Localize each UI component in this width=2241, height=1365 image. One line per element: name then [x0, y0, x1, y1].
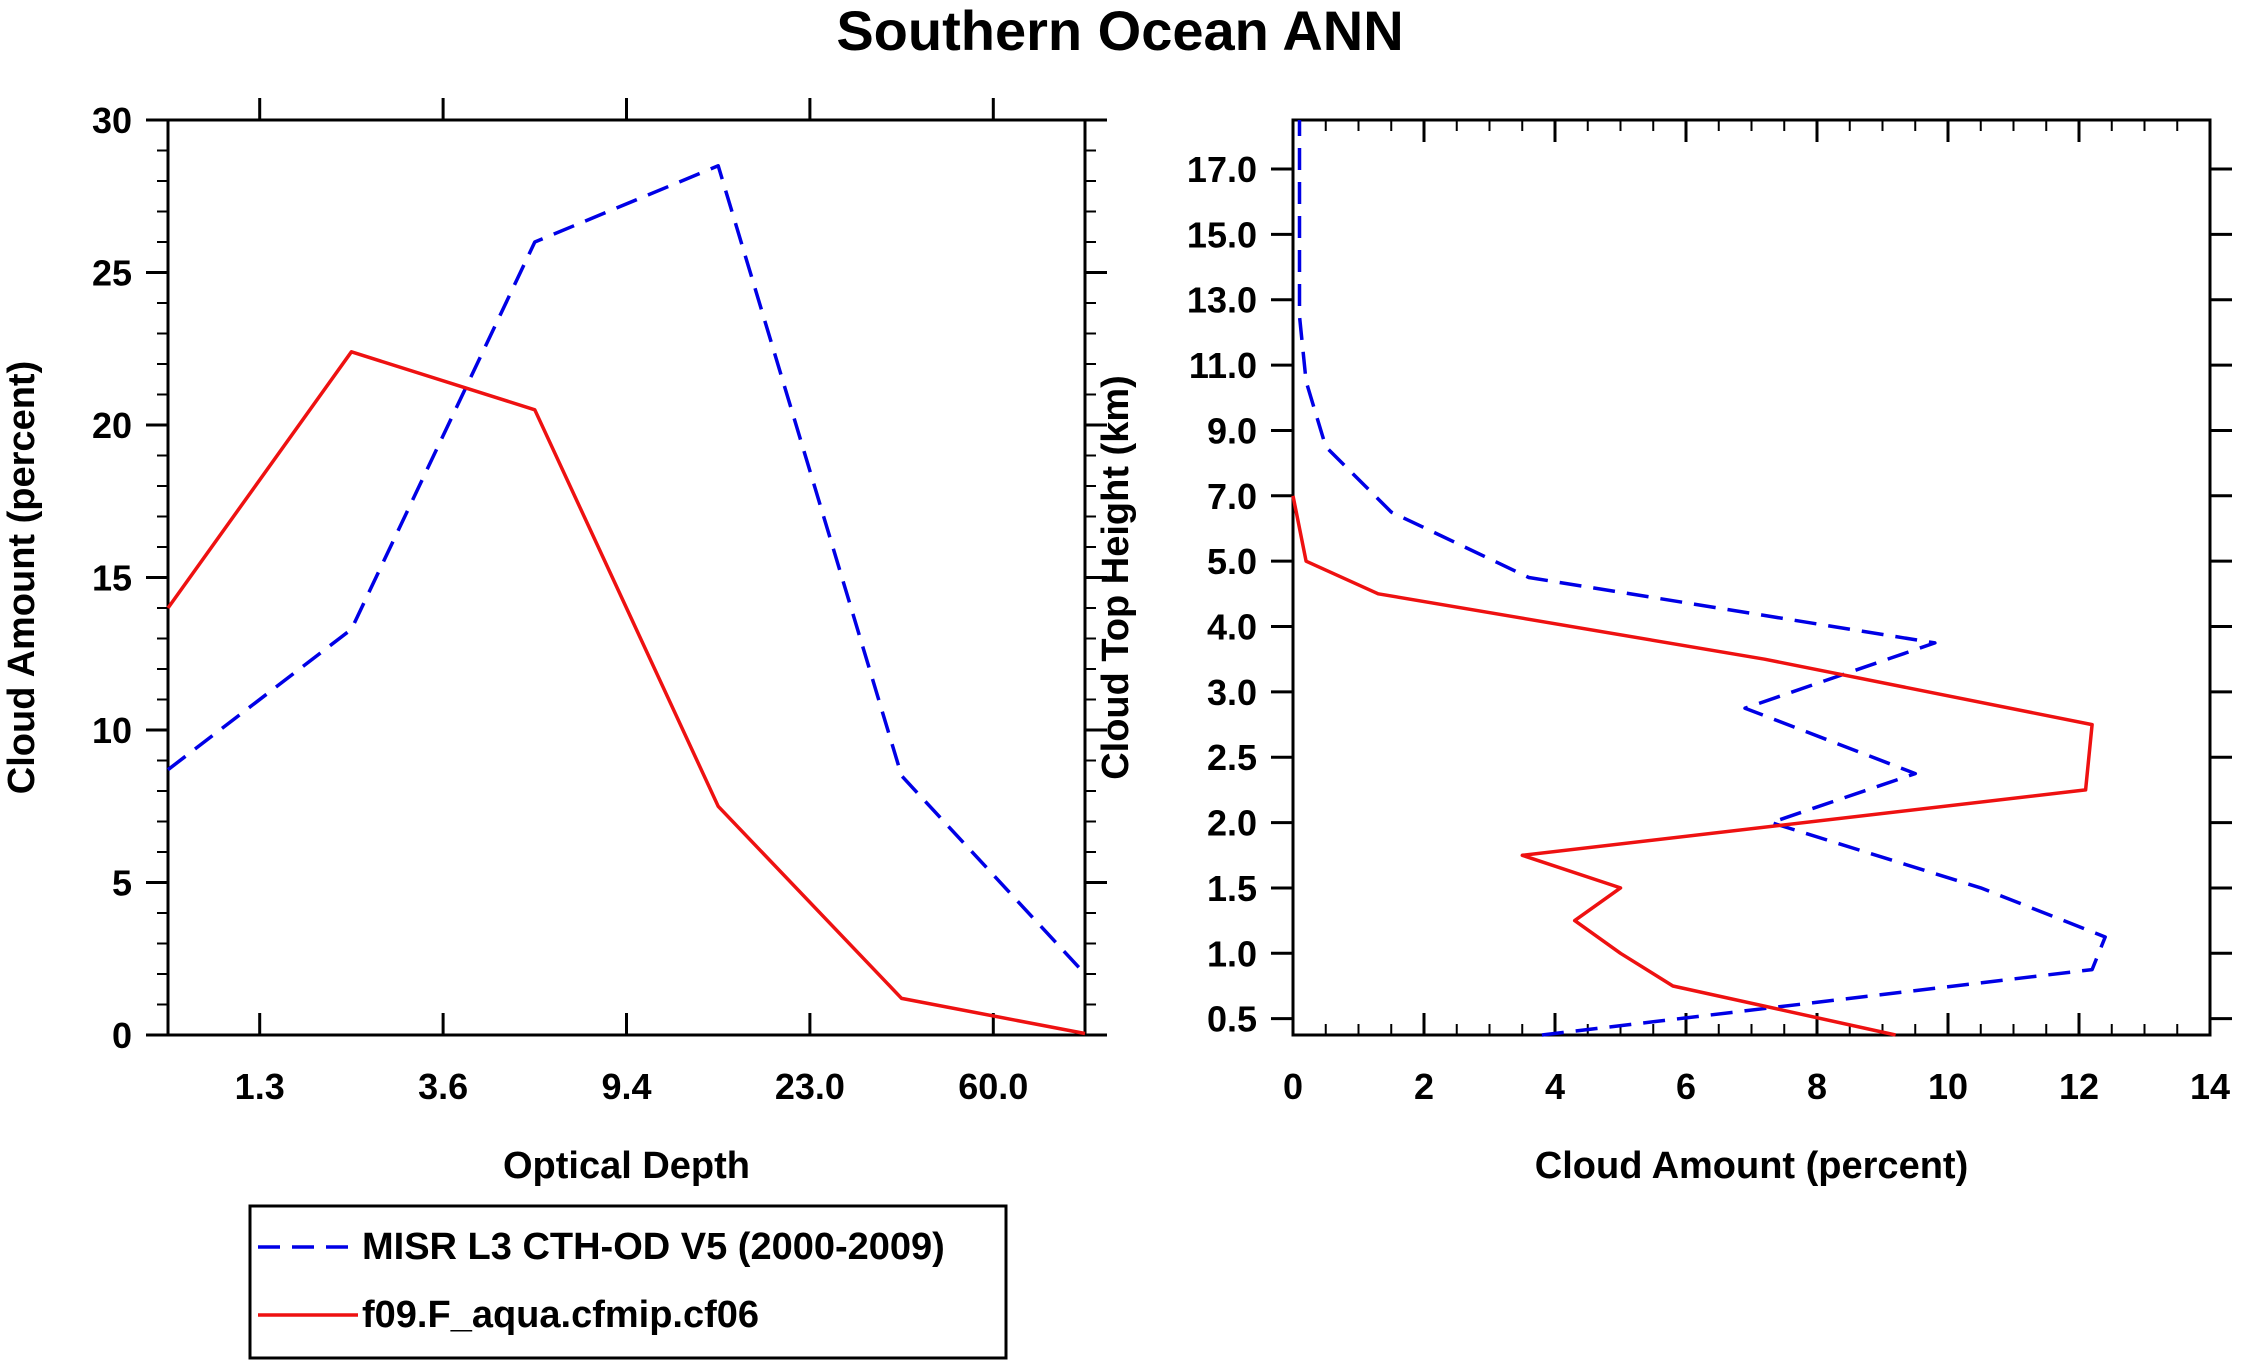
right-x-tick-label: 4: [1545, 1066, 1565, 1107]
left-plot: 1.3 3.6 9.4 23.0 60.0 0 5 10 15 20 25 30 Optical Dep…: [1, 98, 1107, 1187]
left-x-tick-label: 60.0: [958, 1066, 1028, 1107]
right-y-tick-label: 4.0: [1207, 607, 1257, 648]
right-y-tick-label: 3.0: [1207, 672, 1257, 713]
right-y-tick-label: 17.0: [1187, 149, 1257, 190]
right-y-tick-label: 5.0: [1207, 541, 1257, 582]
left-y-tick-label: 0: [112, 1015, 132, 1056]
left-y-tick-label: 30: [92, 100, 132, 141]
left-x-tick-label: 23.0: [775, 1066, 845, 1107]
left-y-tick-label: 25: [92, 253, 132, 294]
left-y-axis-label: Cloud Amount (percent): [1, 361, 43, 794]
legend-label-misr: MISR L3 CTH-OD V5 (2000-2009): [362, 1226, 945, 1268]
legend-label-model: f09.F_aqua.cfmip.cf06: [362, 1294, 759, 1336]
right-y-tick-label: 2.0: [1207, 803, 1257, 844]
right-y-tick-label: 1.5: [1207, 868, 1257, 909]
left-y-tick-label: 10: [92, 710, 132, 751]
right-series-model: [1291, 495, 2094, 1037]
figure-title: Southern Ocean ANN: [836, 0, 1403, 62]
right-y-tick-label: 1.0: [1207, 933, 1257, 974]
left-x-tick-label: 1.3: [235, 1066, 285, 1107]
right-y-tick-label: 7.0: [1207, 476, 1257, 517]
right-y-tick-label: 0.5: [1207, 999, 1257, 1040]
right-x-tick-label: 2: [1414, 1066, 1434, 1107]
right-y-axis-label: Cloud Top Height (km): [1095, 375, 1137, 780]
right-y-tick-label: 15.0: [1187, 214, 1257, 255]
right-y-tick-label: 13.0: [1187, 280, 1257, 321]
left-y-tick-label: 20: [92, 405, 132, 446]
right-plot-frame: [1291, 118, 2212, 1037]
right-x-tick-label: 8: [1807, 1066, 1827, 1107]
right-x-tick-label: 0: [1283, 1066, 1303, 1107]
right-y-tick-label: 9.0: [1207, 410, 1257, 451]
left-y-tick-label: 5: [112, 863, 132, 904]
left-y-tick-label: 15: [92, 558, 132, 599]
left-x-tick-label: 9.4: [601, 1066, 651, 1107]
right-x-tick-label: 12: [2059, 1066, 2099, 1107]
right-x-tick-label: 14: [2190, 1066, 2230, 1107]
right-x-tick-label: 10: [1928, 1066, 1968, 1107]
right-y-tick-label: 11.0: [1189, 345, 1257, 386]
left-series-model: [166, 350, 1086, 1036]
left-x-axis-label: Optical Depth: [503, 1145, 750, 1187]
right-plot: 0 2 4 6 8 10 12 14 0.5 1.0 1.5 2.0 2.5 3.0 4.0 5.0 7.0 9.…: [1095, 118, 2232, 1187]
right-y-tick-label: 2.5: [1207, 737, 1257, 778]
legend-box: [248, 1204, 1008, 1360]
legend: MISR L3 CTH-OD V5 (2000-2009) f09.F_aqua…: [248, 1204, 1008, 1360]
left-x-tick-label: 3.6: [418, 1066, 468, 1107]
left-plot-frame: [166, 118, 1087, 1037]
right-series-misr: [1297, 120, 2107, 1037]
left-series-misr: [166, 164, 1087, 976]
right-x-axis-label: Cloud Amount (percent): [1535, 1145, 1968, 1187]
right-x-tick-label: 6: [1676, 1066, 1696, 1107]
